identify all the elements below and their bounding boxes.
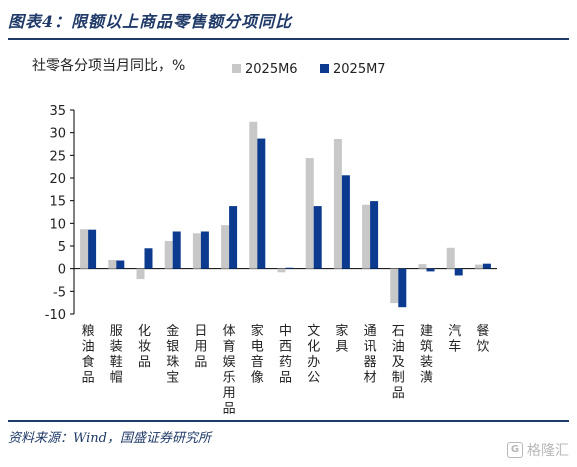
y-tick-label: 35 [49,104,66,119]
bar-2025M6 [362,204,371,269]
bar-2025M7 [426,268,435,272]
title-rule [8,38,569,40]
x-category-label: 建筑装潢 [420,324,433,386]
bar-2025M7 [88,229,97,269]
bar-2025M6 [446,247,455,269]
x-category-label: 金银珠宝 [166,323,179,386]
bar-2025M7 [200,231,209,269]
bar-2025M6 [277,268,286,273]
bar-2025M7 [370,201,379,269]
bar-2025M7 [285,267,294,269]
source-rule [8,420,569,422]
bar-2025M7 [482,263,491,269]
y-tick-label: -5 [53,285,66,300]
y-tick-label: 30 [49,127,66,142]
y-tick-label: 10 [49,217,66,232]
bar-2025M7 [229,206,238,269]
bar-2025M6 [305,158,314,269]
bar-chart: -10 -5 0 5 10 15 20 25 30 35 粮油食品 服装鞋帽 化妆品 金银珠宝 日用品 体育… [32,58,497,417]
x-category-label: 化妆品 [138,324,151,370]
y-tick-label: 5 [58,240,66,255]
bar-2025M6 [474,264,483,269]
x-category-label: 中西药品 [279,324,292,386]
y-tick-label: 20 [49,172,66,187]
y-tick-label: 15 [49,195,66,210]
x-category-label: 家具 [335,323,348,355]
x-category-label: 粮油食品 [82,324,95,386]
legend-label-2025M7: 2025M7 [333,62,386,77]
bar-2025M6 [390,268,399,304]
bar-2025M7 [341,175,350,269]
x-category-label: 日用品 [194,324,207,370]
x-category-label: 服装鞋帽 [110,324,123,386]
bar-2025M7 [116,260,125,269]
bar-2025M6 [221,225,230,269]
bar-2025M6 [418,264,427,269]
x-category-label: 餐饮 [476,323,489,355]
y-tick-label: 25 [49,149,66,164]
bar-2025M7 [454,268,463,276]
figure-title: 图表4：限额以上商品零售额分项同比 [8,12,293,31]
bar-2025M6 [108,260,117,269]
bar-2025M6 [164,241,173,269]
x-category-label: 文化办公 [307,324,320,386]
x-category-label: 家电音像 [251,323,264,386]
watermark-text: 格隆汇 [527,443,569,459]
bar-2025M6 [136,268,145,280]
legend-label-2025M6: 2025M6 [245,62,298,77]
legend-swatch-2025M6 [232,64,241,73]
bar-2025M7 [257,138,266,269]
x-category-label: 汽车 [448,324,461,355]
chart-subtitle: 社零各分项当月同比，% [32,58,185,74]
x-category-label: 石油及制品 [392,324,405,401]
x-category-label: 体育娱乐用品 [223,324,236,417]
y-tick-label: -10 [45,308,66,323]
bar-2025M7 [313,206,322,269]
bar-2025M6 [333,139,342,269]
legend-swatch-2025M7 [320,64,329,73]
bar-2025M6 [249,121,258,269]
bar-2025M7 [172,231,181,269]
bar-2025M7 [144,248,153,269]
bar-2025M6 [80,229,89,269]
x-category-label: 通讯器材 [364,324,377,386]
source-note: 资料来源：Wind，国盛证券研究所 [8,431,211,446]
watermark: G 格隆汇 [507,440,569,460]
watermark-logo-icon: G [507,442,523,458]
bar-2025M6 [192,233,201,269]
y-tick-label: 0 [58,263,66,278]
bar-2025M7 [398,268,407,308]
